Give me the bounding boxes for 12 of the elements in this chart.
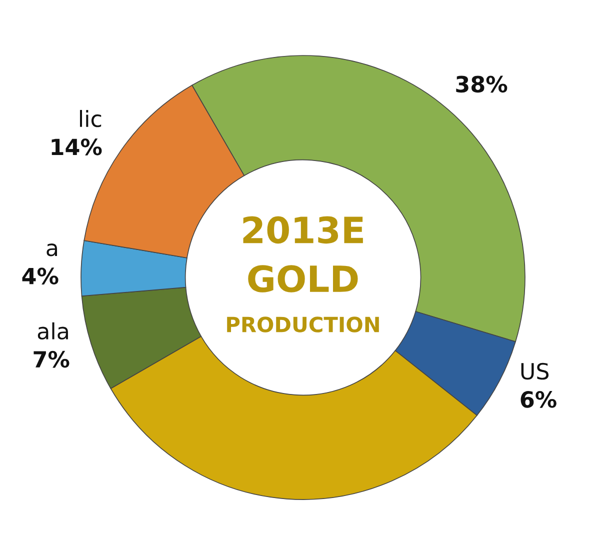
slice-label: ala	[38, 322, 68, 340]
text: 2013E	[243, 216, 363, 244]
slice-label: a	[46, 244, 57, 256]
text: GOLD	[248, 265, 358, 292]
data-label: 7%	[34, 350, 70, 368]
data-label: 14%	[52, 138, 102, 156]
data-label: 6%	[520, 391, 556, 408]
slice-label: US	[521, 362, 549, 380]
slice-label: lic	[80, 110, 102, 128]
data-label: 4%	[22, 268, 58, 284]
text: PRODUCTION	[227, 316, 379, 332]
data-label: 38%	[456, 76, 508, 93]
